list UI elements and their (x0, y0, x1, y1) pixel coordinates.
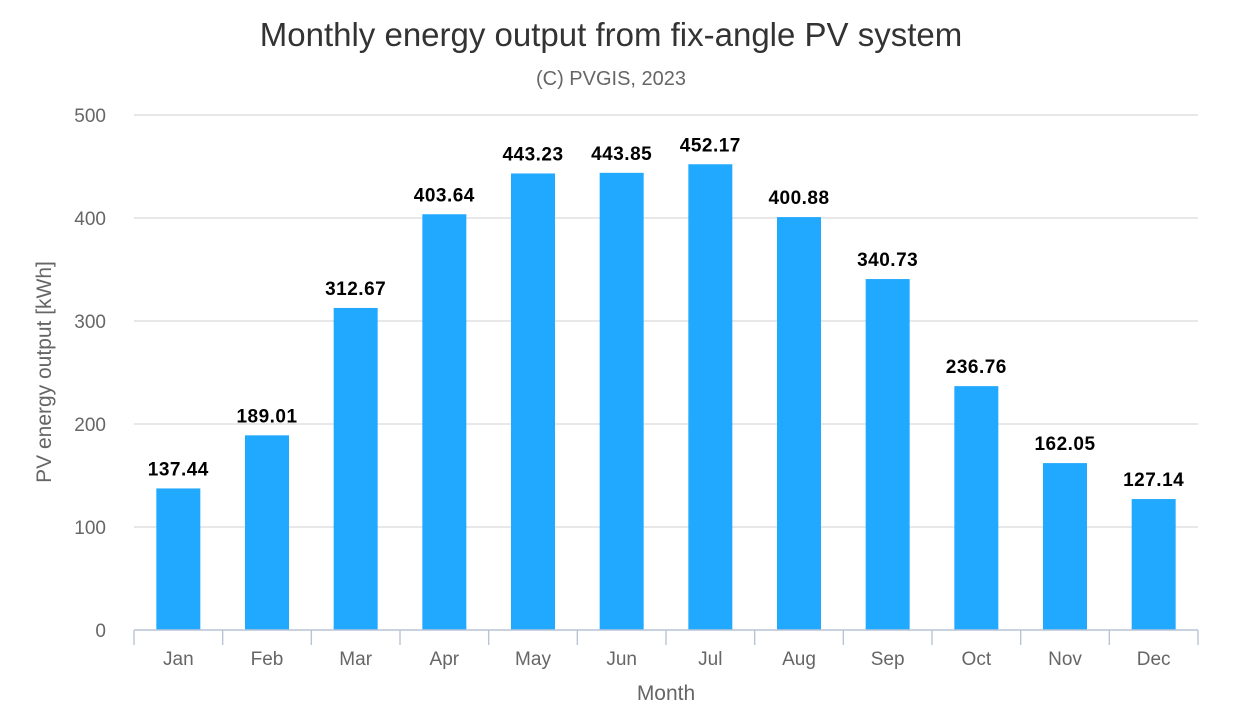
bars (156, 164, 1176, 631)
x-axis-title: Month (637, 682, 695, 705)
y-tick-label: 200 (74, 415, 106, 436)
data-label-may: 443.23 (502, 144, 563, 165)
bar-jan (156, 488, 201, 630)
bar-may (511, 173, 555, 631)
x-tick-label-aug: Aug (782, 649, 816, 670)
data-label-jul: 452.17 (680, 135, 741, 156)
data-label-apr: 403.64 (414, 185, 475, 206)
x-tick-label-dec: Dec (1137, 649, 1171, 670)
data-label-jun: 443.85 (591, 144, 652, 165)
data-label-dec: 127.14 (1123, 470, 1184, 491)
data-label-sep: 340.73 (857, 250, 918, 271)
chart-title: Monthly energy output from fix-angle PV … (260, 16, 962, 53)
y-tick-label: 0 (95, 621, 106, 642)
x-tick-label-jun: Jun (606, 649, 637, 670)
x-tick-label-sep: Sep (871, 649, 905, 670)
data-labels: 137.44 189.01 312.67 403.64 443.23 443.85 452.… (148, 135, 1184, 491)
bar-apr (422, 214, 467, 630)
bar-dec (1131, 499, 1176, 630)
y-tick-label: 400 (74, 209, 106, 230)
x-tick-label-feb: Feb (251, 649, 284, 670)
grid (134, 114, 1198, 528)
x-tick-label-jul: Jul (698, 649, 722, 670)
data-label-aug: 400.88 (768, 188, 829, 209)
y-axis-title: PV energy output [kWh] (33, 261, 56, 483)
bar-aug (777, 217, 821, 630)
x-tick-label-oct: Oct (962, 649, 992, 670)
data-label-jan: 137.44 (148, 459, 209, 480)
x-tick-label-jan: Jan (163, 649, 194, 670)
data-label-feb: 189.01 (236, 406, 297, 427)
data-label-nov: 162.05 (1034, 434, 1095, 455)
bar-jul (688, 164, 733, 630)
x-axis (133, 629, 1199, 645)
x-axis-tick-labels: Jan Feb Mar Apr May Jun Jul Aug Sep Oct Nov Dec (163, 649, 1171, 670)
y-tick-label: 500 (74, 106, 106, 127)
chart-subtitle: (C) PVGIS, 2023 (536, 68, 686, 90)
bar-oct (954, 386, 999, 630)
y-tick-label: 100 (74, 518, 106, 539)
y-axis-tick-labels: 0 100 200 300 400 500 (74, 106, 106, 642)
y-tick-label: 300 (74, 312, 106, 333)
bar-sep (865, 279, 910, 630)
data-label-mar: 312.67 (325, 279, 386, 300)
x-tick-label-may: May (515, 649, 551, 670)
x-tick-label-nov: Nov (1048, 649, 1082, 670)
bar-jun (599, 172, 644, 630)
bar-nov (1043, 463, 1087, 630)
bar-mar (333, 307, 378, 630)
x-tick-label-apr: Apr (430, 649, 460, 670)
x-tick-label-mar: Mar (339, 649, 372, 670)
bar-feb (245, 435, 289, 630)
data-label-oct: 236.76 (946, 357, 1007, 378)
